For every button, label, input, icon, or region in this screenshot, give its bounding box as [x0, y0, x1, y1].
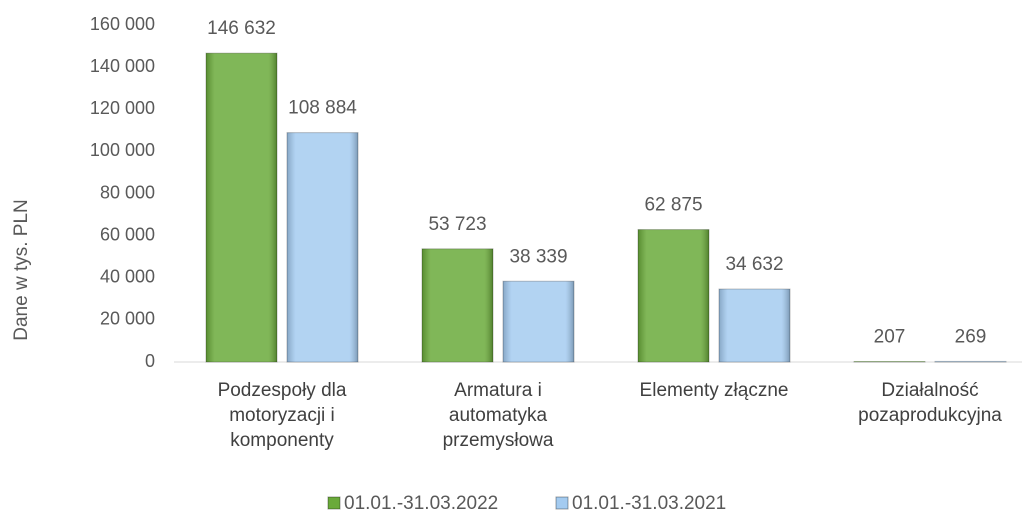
bar — [421, 248, 494, 363]
legend-marker — [327, 496, 341, 510]
bar — [502, 280, 575, 363]
value-label: 34 632 — [725, 254, 783, 275]
x-tick-label: Działalność pozaprodukcyjna — [858, 380, 1002, 426]
bar — [205, 52, 278, 363]
value-label: 38 339 — [509, 246, 567, 267]
value-label: 146 632 — [207, 18, 276, 39]
y-tick-label: 140 000 — [90, 56, 155, 76]
bar — [637, 229, 710, 363]
y-tick-label: 20 000 — [100, 309, 155, 329]
legend-label: 01.01.-31.03.2021 — [572, 493, 726, 513]
x-tick-label: Elementy złączne — [639, 380, 789, 401]
y-tick-label: 60 000 — [100, 224, 155, 244]
value-label: 62 875 — [644, 195, 702, 216]
value-label: 108 884 — [288, 98, 357, 119]
bar — [286, 132, 359, 363]
y-tick-label: 100 000 — [90, 140, 155, 160]
y-tick-label: 80 000 — [100, 182, 155, 202]
y-axis-title: Dane w tys. PLN — [11, 199, 32, 341]
y-tick-label: 160 000 — [90, 14, 155, 34]
value-label: 207 — [874, 327, 906, 348]
x-tick-label: Podzespoły dla motoryzacji i komponenty — [217, 380, 347, 451]
y-tick-label: 40 000 — [100, 267, 155, 287]
y-tick-label: 0 — [145, 351, 155, 371]
bar — [934, 360, 1007, 363]
bar — [718, 288, 791, 363]
value-label: 269 — [955, 326, 987, 347]
legend-marker — [555, 496, 569, 510]
x-tick-label: Armatura i automatyka przemysłowa — [442, 380, 554, 451]
legend-label: 01.01.-31.03.2022 — [344, 493, 498, 513]
y-tick-label: 120 000 — [90, 98, 155, 118]
value-label: 53 723 — [428, 214, 486, 235]
